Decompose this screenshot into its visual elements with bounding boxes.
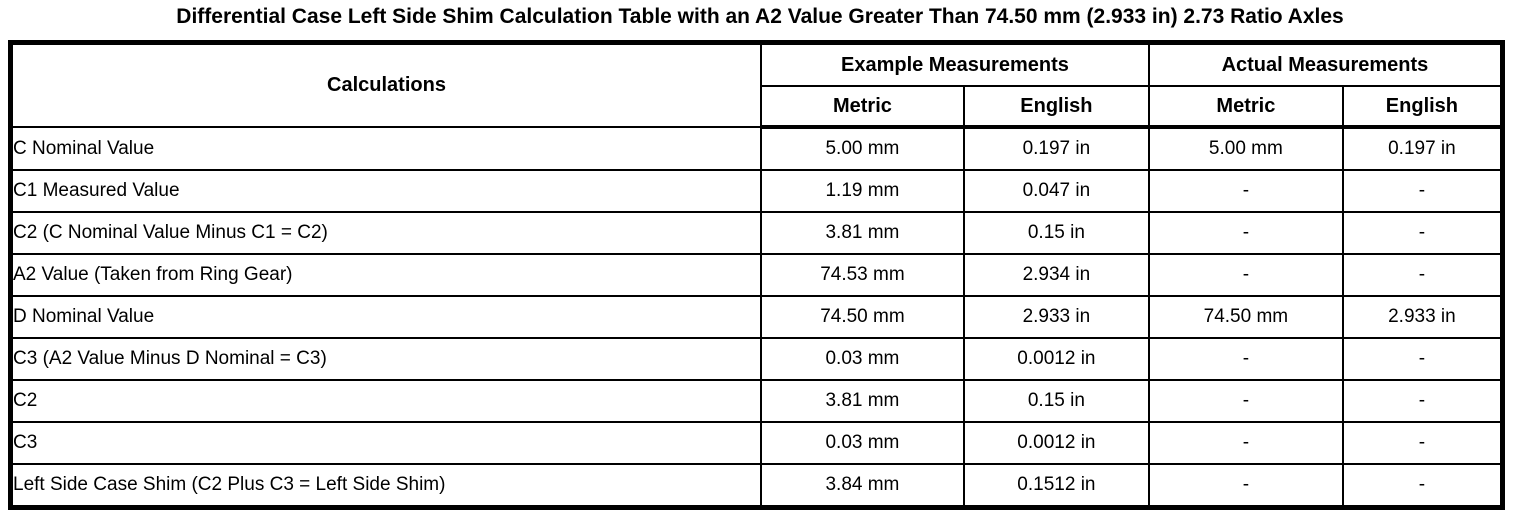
value-cell: 74.50 mm — [759, 295, 965, 339]
value-cell: - — [1341, 169, 1504, 213]
value-cell: - — [1147, 169, 1344, 213]
value-cell: - — [1341, 379, 1504, 423]
value-cell: 0.0012 in — [962, 421, 1150, 465]
value-cell: 0.047 in — [962, 169, 1150, 213]
table-row: C2 (C Nominal Value Minus C1 = C2) 3.81 m… — [9, 211, 1504, 255]
column-group-actual-measurements: Actual Measurements — [1147, 41, 1504, 87]
value-cell: - — [1147, 463, 1344, 509]
value-cell: 1.19 mm — [759, 169, 965, 213]
value-cell: 74.50 mm — [1147, 295, 1344, 339]
column-header-example-english: English — [962, 85, 1150, 129]
table-row: C3 (A2 Value Minus D Nominal = C3) 0.03 m… — [9, 337, 1504, 381]
calculation-cell: C2 — [9, 379, 762, 423]
calculation-cell: C1 Measured Value — [9, 169, 762, 213]
value-cell: 2.934 in — [962, 253, 1150, 297]
value-cell: - — [1147, 379, 1344, 423]
column-header-example-metric: Metric — [759, 85, 965, 129]
shim-calculation-table: Calculations Example Measurements Actual… — [8, 40, 1505, 510]
value-cell: 0.0012 in — [962, 337, 1150, 381]
value-cell: - — [1341, 421, 1504, 465]
table-row: D Nominal Value 74.50 mm 2.933 in 74.50 mm 2… — [9, 295, 1504, 339]
value-cell: 5.00 mm — [1147, 126, 1344, 171]
value-cell: 3.81 mm — [759, 211, 965, 255]
value-cell: 0.1512 in — [962, 463, 1150, 509]
table-row: Left Side Case Shim (C2 Plus C3 = Left S… — [9, 463, 1504, 509]
value-cell: 3.81 mm — [759, 379, 965, 423]
value-cell: 5.00 mm — [759, 126, 965, 171]
column-group-example-measurements: Example Measurements — [759, 41, 1150, 87]
column-header-actual-metric: Metric — [1147, 85, 1344, 129]
value-cell: - — [1341, 337, 1504, 381]
value-cell: 0.197 in — [1341, 126, 1504, 171]
calculation-cell: C3 (A2 Value Minus D Nominal = C3) — [9, 337, 762, 381]
calculation-cell: Left Side Case Shim (C2 Plus C3 = Left S… — [9, 463, 762, 509]
value-cell: 0.03 mm — [759, 337, 965, 381]
table-header: Calculations Example Measurements Actual… — [9, 41, 1504, 129]
column-header-actual-english: English — [1341, 85, 1504, 129]
header-group-row: Calculations Example Measurements Actual… — [9, 41, 1504, 128]
value-cell: 2.933 in — [962, 295, 1150, 339]
value-cell: - — [1341, 253, 1504, 297]
table-row: C2 3.81 mm 0.15 in - - — [9, 379, 1504, 423]
value-cell: 0.197 in — [962, 126, 1150, 171]
header-sub-row: Metric English Metric English — [11, 85, 1504, 129]
value-cell: 3.84 mm — [759, 463, 965, 509]
table-row: C1 Measured Value 1.19 mm 0.047 in - - — [9, 169, 1504, 213]
value-cell: 2.933 in — [1341, 295, 1504, 339]
calculation-cell: D Nominal Value — [9, 295, 762, 339]
calculation-cell: A2 Value (Taken from Ring Gear) — [9, 253, 762, 297]
value-cell: - — [1147, 253, 1344, 297]
column-header-calculations: Calculations — [9, 41, 762, 128]
table-row: C3 0.03 mm 0.0012 in - - — [9, 421, 1504, 465]
value-cell: - — [1147, 337, 1344, 381]
value-cell: - — [1341, 211, 1504, 255]
value-cell: - — [1341, 463, 1504, 509]
value-cell: 0.15 in — [962, 211, 1150, 255]
value-cell: - — [1147, 211, 1344, 255]
table-row: C Nominal Value 5.00 mm 0.197 in 5.00 mm 0.1… — [9, 126, 1504, 171]
page-title: Differential Case Left Side Shim Calcula… — [176, 5, 1344, 28]
value-cell: - — [1147, 421, 1344, 465]
calculation-cell: C Nominal Value — [9, 126, 762, 171]
value-cell: 74.53 mm — [759, 253, 965, 297]
value-cell: 0.15 in — [962, 379, 1150, 423]
value-cell: 0.03 mm — [759, 421, 965, 465]
calculation-cell: C3 — [9, 421, 762, 465]
calculation-cell: C2 (C Nominal Value Minus C1 = C2) — [9, 211, 762, 255]
table-row: A2 Value (Taken from Ring Gear) 74.53 mm 2… — [9, 253, 1504, 297]
table-body: C Nominal Value 5.00 mm 0.197 in 5.00 mm 0.1… — [9, 126, 1504, 509]
